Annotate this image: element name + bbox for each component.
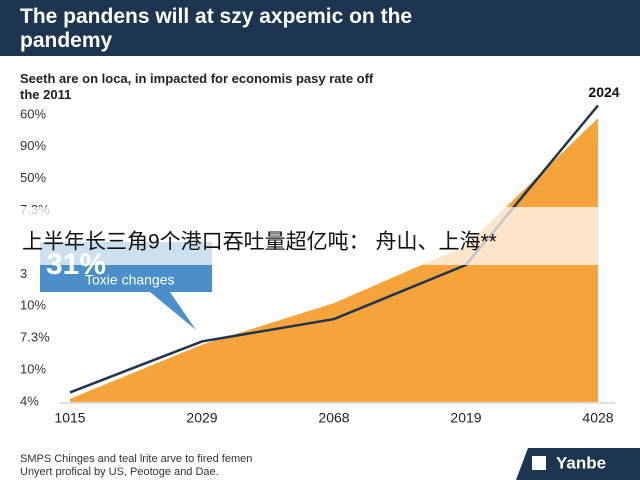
y-tick-label: 3 <box>20 266 27 281</box>
overlay-caption: 上半年长三角9个港口吞吐量超亿吨： 舟山、上海** <box>22 231 497 254</box>
y-tick-label: 60% <box>20 106 46 121</box>
y-tick-label: 90% <box>20 138 46 153</box>
logo: Yanbe <box>556 453 606 472</box>
plot: 4%10%7.3%10%37.3%50%90%60%10152029206820… <box>20 84 620 426</box>
footer-note: SMPS Chinges and teal lrite arve to fire… <box>20 453 252 465</box>
x-tick-label: 2029 <box>186 410 217 426</box>
x-tick-label: 2068 <box>318 410 349 426</box>
y-tick-label: 50% <box>20 170 46 185</box>
logo-bg <box>516 448 640 480</box>
x-tick-label: 4028 <box>582 410 613 426</box>
y-tick-label: 10% <box>20 298 46 313</box>
y-tick-label: 7.3% <box>20 330 50 345</box>
chart-subtitle: Seeth are on loca, in impacted for econo… <box>20 71 374 102</box>
area <box>70 118 598 402</box>
y-tick-label: 10% <box>20 362 46 377</box>
x-tick-label: 1015 <box>54 410 85 426</box>
x-tick-label: 2019 <box>450 410 481 426</box>
end-label: 2024 <box>588 84 619 100</box>
callout-text: Toxie changes <box>85 272 175 288</box>
title-bar <box>0 0 640 56</box>
logo-icon <box>532 456 546 470</box>
y-tick-label: 4% <box>20 393 39 408</box>
footer-note: Unyert profical by US, Peotoge and Dae. <box>20 466 219 478</box>
chart-title: The pandens will at szy axpemic on the pa… <box>20 5 412 52</box>
caption-band <box>0 207 640 265</box>
